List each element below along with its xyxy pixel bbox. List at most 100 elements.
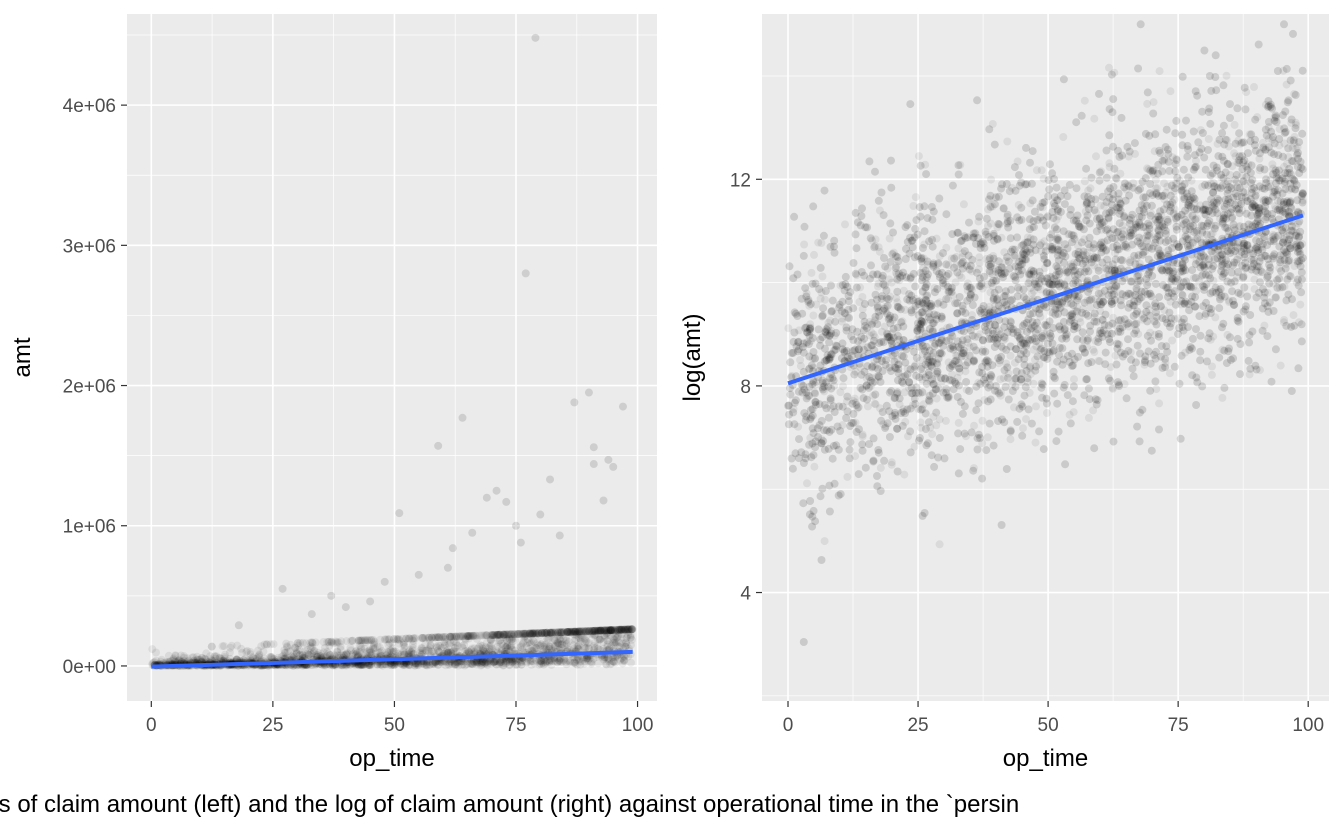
data-point [553,628,562,637]
data-point [539,659,548,667]
data-point [459,660,467,668]
data-point [496,658,505,666]
data-point [563,628,572,636]
data-point [326,637,335,646]
data-point [569,627,578,636]
data-point [383,635,392,644]
data-point [542,628,551,637]
data-point [604,626,613,635]
data-point [473,644,482,653]
data-point [262,640,271,649]
data-point [573,644,582,653]
data-point [627,658,635,667]
data-point [569,627,578,636]
data-point [513,630,522,638]
data-point [559,635,568,643]
data-point [559,628,568,637]
data-point [575,627,584,636]
data-point [600,631,609,640]
left-plot: 0 25 50 75 1000e+001e+062e+063e+064e+06op_ti… [9,14,657,772]
data-point [505,647,514,656]
data-point [438,659,447,668]
data-point [463,632,472,641]
data-point [510,630,519,639]
data-point [588,630,597,639]
data-point [453,658,462,667]
data-point [628,625,637,634]
data-point [353,651,362,660]
data-point [354,660,363,669]
data-point [541,628,550,637]
data-point [562,660,571,669]
data-point [594,626,603,635]
data-point [334,638,343,647]
data-point [590,631,599,640]
data-point [449,632,458,641]
outlier-point [536,510,545,519]
outlier-point [492,486,501,495]
data-point [581,627,590,636]
data-point [502,643,511,652]
data-point [304,650,313,659]
data-point [565,657,574,665]
data-point [488,631,497,640]
data-point [274,653,283,662]
data-point [152,656,161,665]
data-point [506,630,515,639]
data-point [399,640,408,649]
outlier-point [380,577,389,586]
data-point [478,657,487,666]
data-point [541,659,550,668]
data-point [584,638,593,647]
data-point [535,631,544,640]
data-point [619,656,628,665]
data-point [489,633,497,642]
data-point [574,627,583,636]
data-point [485,643,494,652]
data-point [591,638,600,647]
data-point [576,627,585,636]
data-point [424,633,432,642]
data-point [389,646,398,655]
data-point [520,629,529,638]
data-point [538,629,547,637]
data-point [588,626,597,635]
data-point [490,657,499,666]
data-point [602,660,611,669]
data-point [417,634,426,642]
data-point [550,657,559,666]
data-point [556,636,565,645]
data-point [455,658,464,667]
data-point [605,626,614,635]
data-point [399,638,408,647]
data-point [397,659,405,668]
data-point [399,647,408,656]
data-point [617,625,625,634]
data-point [363,647,371,656]
data-point [283,642,291,651]
data-point [575,627,584,636]
data-point [410,661,419,670]
data-point [425,643,434,652]
data-point [422,661,431,670]
data-point [442,647,451,656]
data-point [505,630,514,639]
x-axis-title: op_time [349,745,434,772]
data-point [521,629,530,638]
data-point [556,628,565,637]
data-point [483,631,492,640]
data-point [595,635,604,644]
data-point [518,656,527,665]
outlier-point [395,509,404,518]
data-point [582,643,590,652]
data-point [405,634,414,643]
data-point [502,647,511,656]
x-tick-label: 100 [622,715,654,736]
data-point [150,658,159,667]
data-point [584,627,593,636]
data-point [568,628,576,637]
data-point [512,660,521,669]
data-point [310,647,319,656]
data-point [616,625,625,634]
data-point [454,661,463,670]
